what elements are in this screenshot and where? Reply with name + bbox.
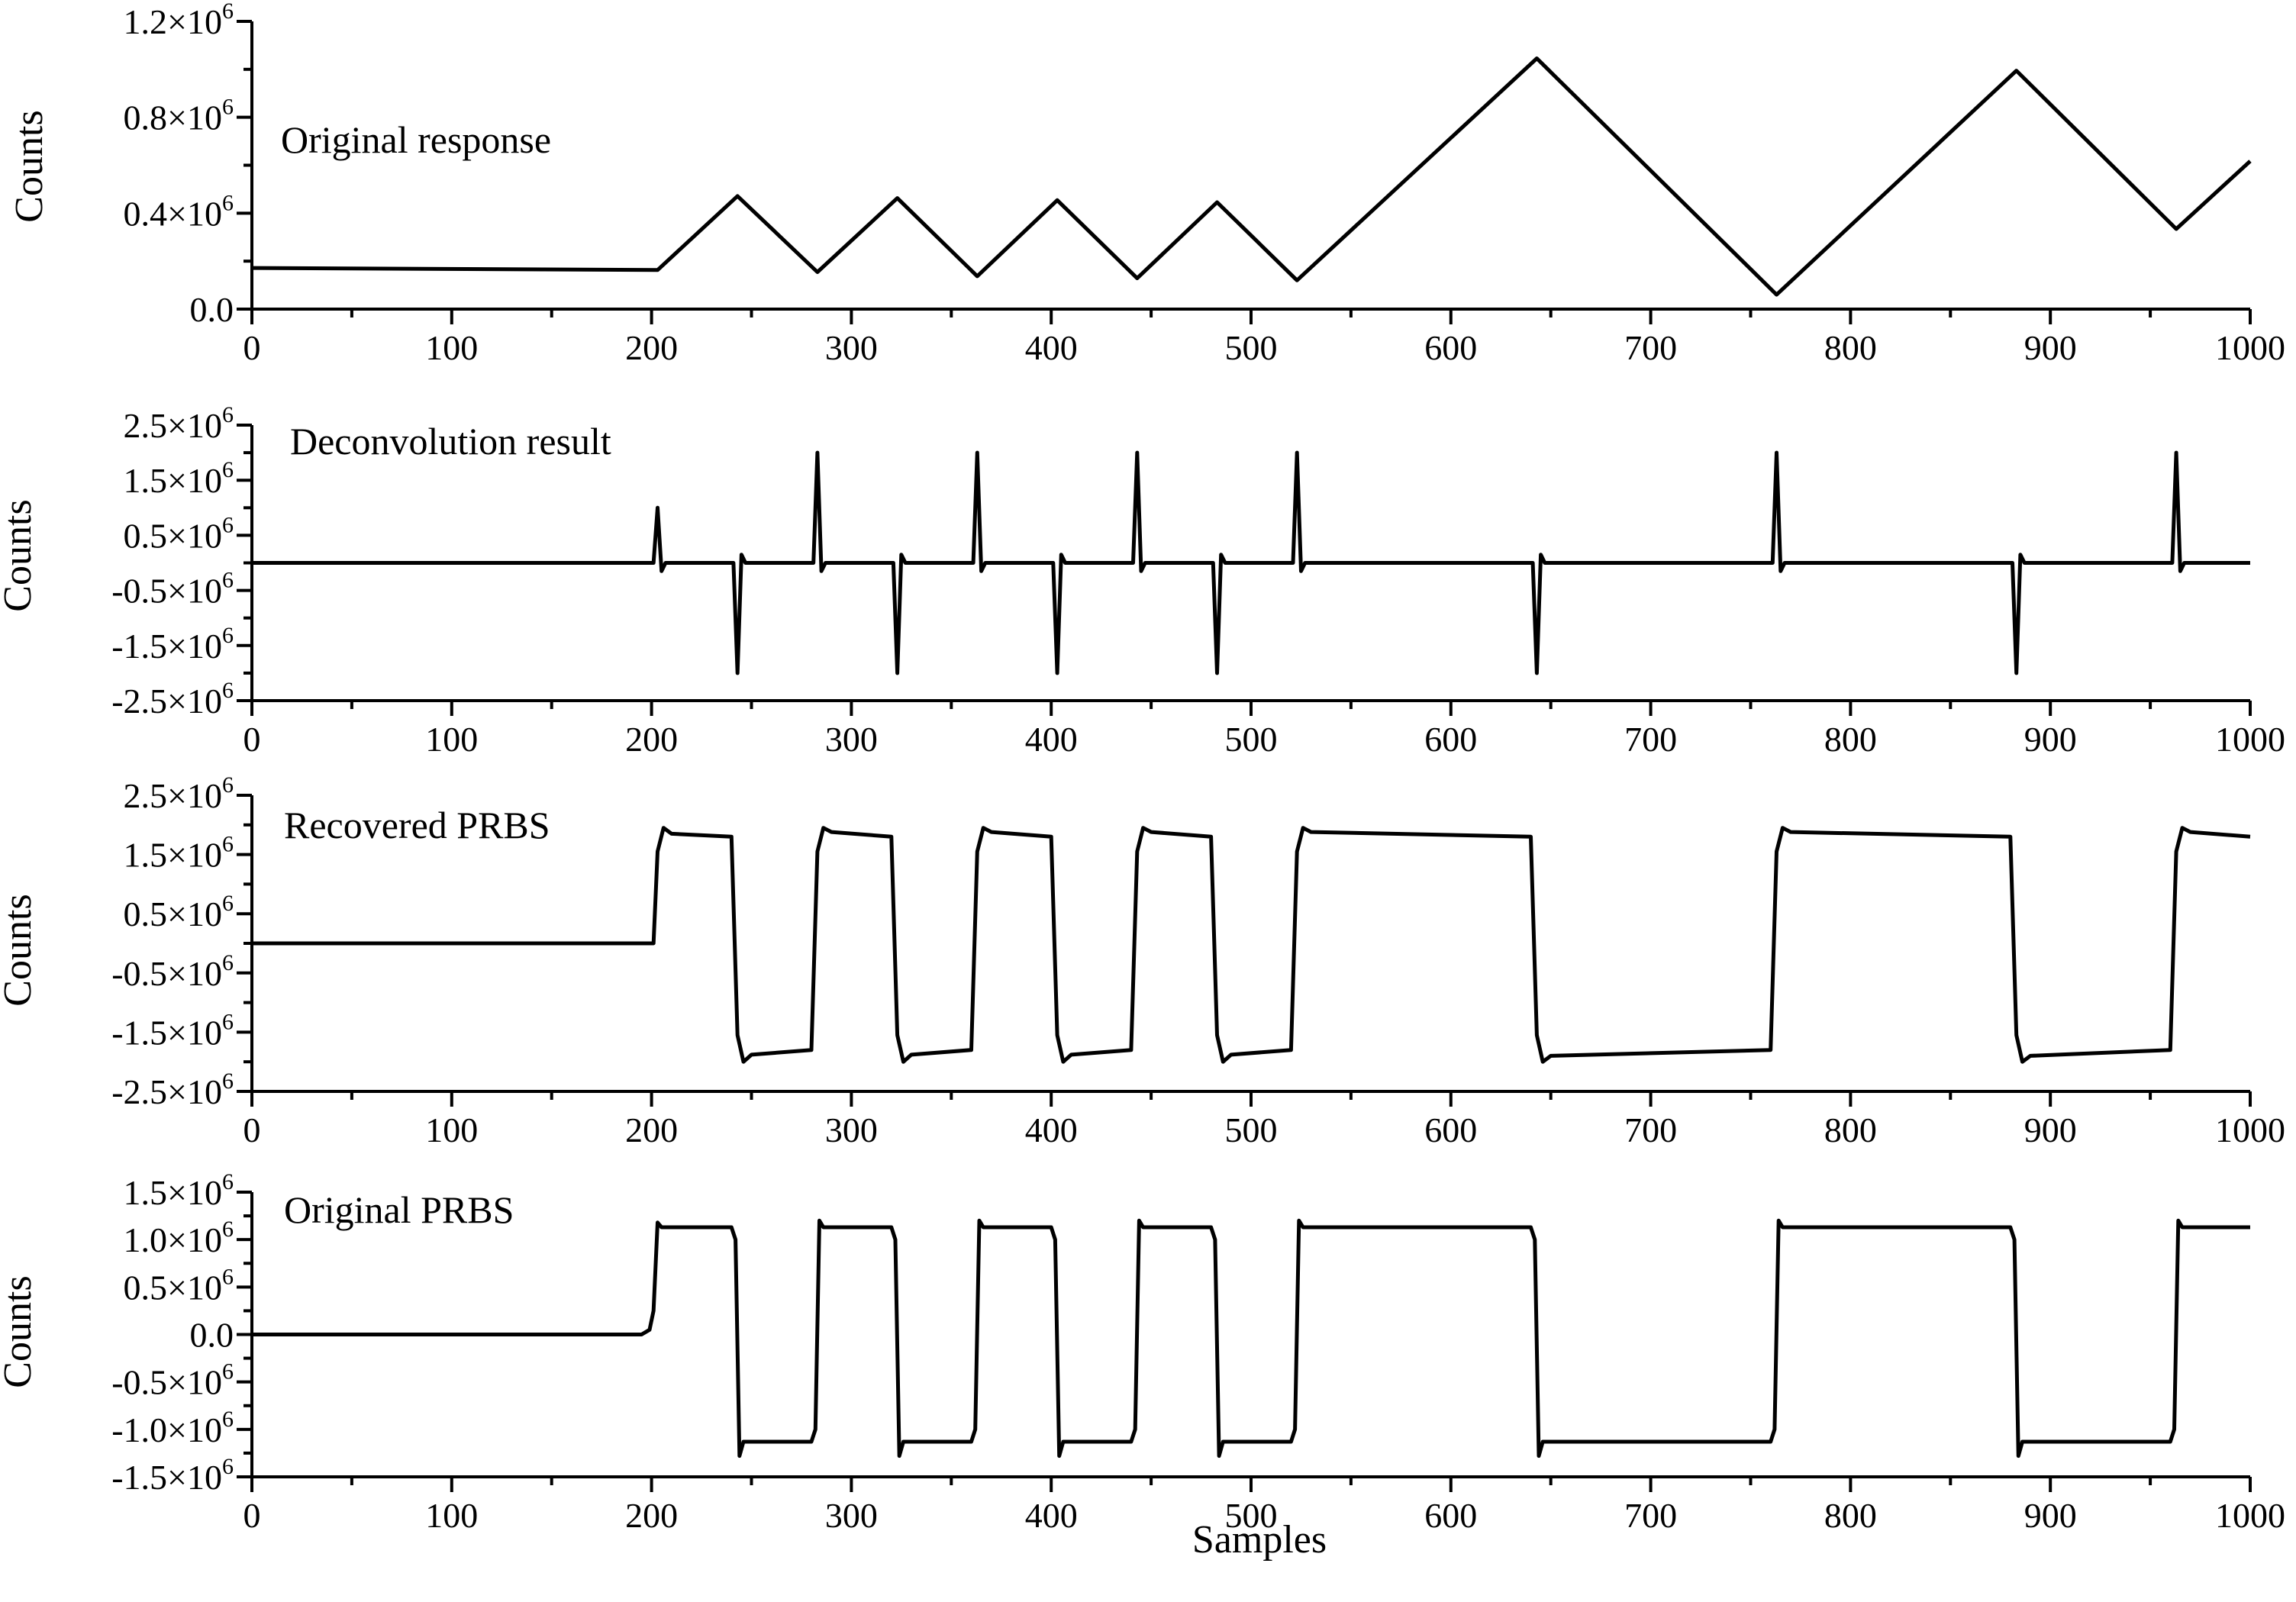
panel-original-response: Original response Counts 0 100 200 300 400 50… (8, 0, 2285, 367)
x-tick-label: 900 (2024, 328, 2077, 367)
panel-label: Recovered PRBS (284, 804, 550, 846)
x-tick-label: 0 (243, 328, 261, 367)
panel-label: Original response (281, 118, 551, 161)
y-tick-label: 0.0 (190, 1316, 234, 1355)
y-tick-label: 1.5×106 (124, 832, 234, 875)
x-tick-label: 200 (625, 328, 678, 367)
x-tick-label: 600 (1424, 1110, 1477, 1149)
x-tick-label: 700 (1624, 720, 1677, 759)
x-tick-label: 800 (1824, 720, 1877, 759)
x-tick-label: 700 (1624, 328, 1677, 367)
panel-deconvolution-result: Deconvolution result Counts 0 100 200 300 40… (0, 402, 2285, 759)
x-tick-label: 500 (1225, 1110, 1278, 1149)
y-tick-label: -0.5×106 (111, 1359, 234, 1402)
x-tick-label: 400 (1025, 1110, 1078, 1149)
panel-original-prbs: Original PRBS Counts Samples 0 100 200 300 4… (0, 1169, 2285, 1562)
y-tick-label: 0.4×106 (124, 190, 234, 233)
x-tick-label: 700 (1624, 1110, 1677, 1149)
x-tick-label: 300 (825, 328, 878, 367)
x-tick-label: 700 (1624, 1496, 1677, 1535)
x-tick-label: 0 (243, 720, 261, 759)
y-tick-label: 1.5×106 (124, 457, 234, 500)
y-tick-label: 0.5×106 (124, 1264, 234, 1307)
x-tick-label: 900 (2024, 1496, 2077, 1535)
series-line (252, 1218, 2250, 1459)
x-tick-label: 400 (1025, 1496, 1078, 1535)
y-tick-label: 1.2×106 (124, 0, 234, 41)
y-tick-label: 2.5×106 (124, 772, 234, 815)
x-tick-label: 200 (625, 1496, 678, 1535)
x-tick-label: 0 (243, 1110, 261, 1149)
x-tick-label: 800 (1824, 1496, 1877, 1535)
x-tick-label: 0 (243, 1496, 261, 1535)
x-tick-label: 100 (425, 1496, 478, 1535)
y-axis-title: Counts (0, 499, 40, 611)
panel-recovered-prbs: Recovered PRBS Counts 0 100 200 300 400 500 60… (0, 772, 2285, 1149)
x-tick-label: 1000 (2215, 720, 2285, 759)
y-tick-label: -1.5×106 (111, 1454, 234, 1497)
x-tick-label: 100 (425, 720, 478, 759)
y-tick-label: -2.5×106 (111, 678, 234, 720)
y-tick-label: -2.5×106 (111, 1069, 234, 1111)
y-tick-label: 0.5×106 (124, 512, 234, 555)
x-tick-label: 900 (2024, 1110, 2077, 1149)
x-tick-label: 1000 (2215, 1496, 2285, 1535)
x-tick-label: 500 (1225, 720, 1278, 759)
x-tick-label: 200 (625, 720, 678, 759)
x-axis-title: Samples (1192, 1518, 1327, 1562)
y-tick-label: 1.5×106 (124, 1169, 234, 1212)
y-tick-label: -0.5×106 (111, 568, 234, 611)
y-tick-label: 2.5×106 (124, 402, 234, 445)
panel-label: Deconvolution result (290, 420, 611, 463)
y-axis-title: Counts (0, 894, 40, 1006)
series-line (251, 56, 2252, 297)
y-tick-label: -0.5×106 (111, 950, 234, 993)
x-tick-label: 600 (1424, 1496, 1477, 1535)
y-tick-label: -1.0×106 (111, 1407, 234, 1449)
x-tick-label: 400 (1025, 720, 1078, 759)
x-tick-label: 800 (1824, 1110, 1877, 1149)
series-line (252, 826, 2251, 1064)
x-tick-label: 1000 (2215, 1110, 2285, 1149)
y-axis-title: Counts (0, 1275, 40, 1388)
x-tick-label: 800 (1824, 328, 1877, 367)
x-tick-label: 300 (825, 1110, 878, 1149)
y-tick-label: -1.5×106 (111, 623, 234, 666)
x-tick-label: 200 (625, 1110, 678, 1149)
x-tick-label: 600 (1424, 328, 1477, 367)
x-tick-label: 100 (425, 328, 478, 367)
x-tick-label: 600 (1424, 720, 1477, 759)
y-tick-label: -1.5×106 (111, 1009, 234, 1052)
y-tick-label: 1.0×106 (124, 1217, 234, 1259)
x-tick-label: 300 (825, 1496, 878, 1535)
y-tick-label: 0.0 (190, 290, 234, 329)
panel-label: Original PRBS (284, 1188, 514, 1231)
x-tick-label: 500 (1225, 1496, 1278, 1535)
y-tick-label: 0.5×106 (124, 891, 234, 933)
x-tick-label: 300 (825, 720, 878, 759)
x-tick-label: 1000 (2215, 328, 2285, 367)
y-axis-title: Counts (8, 110, 51, 222)
y-tick-label: 0.8×106 (124, 95, 234, 137)
x-tick-label: 900 (2024, 720, 2077, 759)
x-tick-label: 400 (1025, 328, 1078, 367)
x-tick-label: 500 (1225, 328, 1278, 367)
series-line (252, 450, 2250, 675)
x-tick-label: 100 (425, 1110, 478, 1149)
